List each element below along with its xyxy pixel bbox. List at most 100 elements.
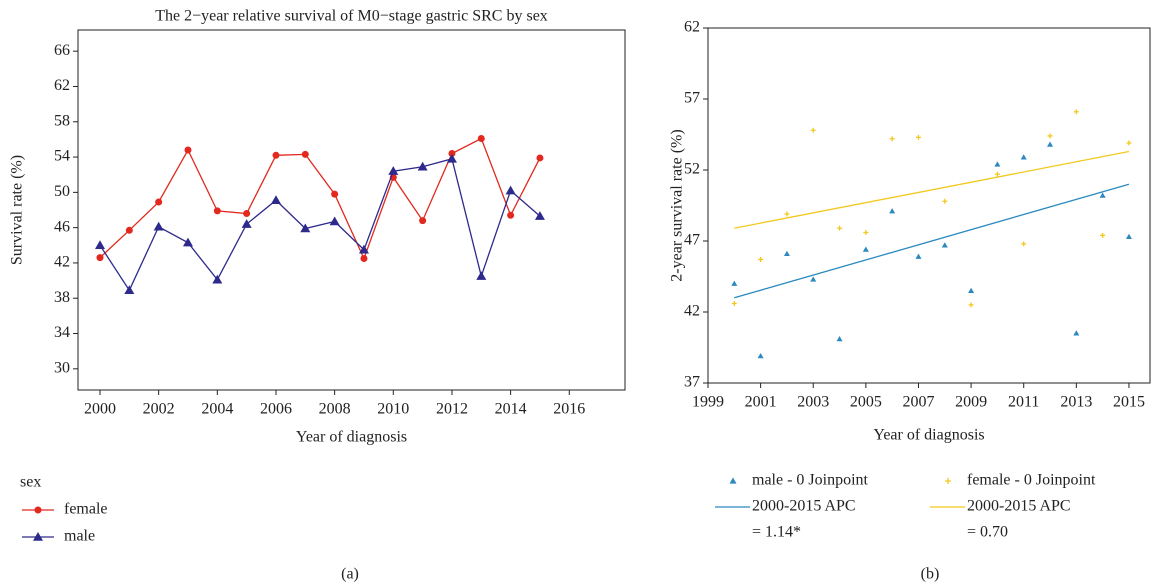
y-tick-label: 54 bbox=[54, 148, 70, 165]
legend-title: sex bbox=[20, 474, 41, 491]
point bbox=[915, 134, 921, 140]
point bbox=[446, 153, 457, 163]
point bbox=[757, 353, 764, 359]
line-series bbox=[99, 158, 541, 292]
point bbox=[1125, 233, 1132, 239]
point bbox=[272, 151, 280, 159]
point bbox=[968, 302, 974, 308]
point bbox=[300, 223, 311, 233]
x-tick-label: 1999 bbox=[692, 394, 724, 411]
legend-label: 2000-2015 APC bbox=[752, 498, 856, 515]
point bbox=[536, 154, 544, 162]
point bbox=[837, 225, 843, 231]
y-axis-label: 2-year survival rate (%) bbox=[669, 129, 686, 281]
point bbox=[241, 219, 252, 228]
legend-label: = 0.70 bbox=[967, 524, 1008, 541]
point bbox=[534, 211, 545, 220]
point bbox=[994, 161, 1001, 167]
y-tick-label: 34 bbox=[54, 324, 70, 341]
x-axis-label: Year of diagnosis bbox=[296, 429, 407, 446]
point bbox=[301, 150, 309, 158]
point bbox=[476, 271, 487, 280]
x-tick-label: 2012 bbox=[436, 401, 468, 418]
x-tick-label: 2015 bbox=[1113, 394, 1145, 411]
x-tick-label: 2013 bbox=[1060, 394, 1092, 411]
plot-frame bbox=[77, 29, 626, 391]
point bbox=[417, 161, 428, 171]
x-tick-label: 2000 bbox=[84, 401, 116, 418]
x-tick-label: 2006 bbox=[260, 401, 292, 418]
point bbox=[243, 210, 251, 218]
y-tick-label: 62 bbox=[684, 19, 700, 36]
point bbox=[419, 217, 427, 225]
y-axis-label: Survival rate (%) bbox=[9, 155, 26, 265]
point bbox=[388, 166, 399, 175]
point bbox=[945, 478, 951, 484]
point bbox=[783, 250, 790, 257]
line-series bbox=[99, 137, 541, 261]
point bbox=[1100, 232, 1106, 238]
point bbox=[810, 276, 817, 282]
point bbox=[184, 146, 192, 154]
y-tick-label: 50 bbox=[54, 183, 70, 200]
point bbox=[994, 171, 1000, 177]
panel-label: (a) bbox=[341, 566, 359, 583]
x-tick-label: 2007 bbox=[902, 394, 934, 411]
point bbox=[836, 335, 843, 342]
y-tick-label: 37 bbox=[684, 374, 700, 391]
point bbox=[34, 506, 42, 514]
y-tick-label: 57 bbox=[684, 90, 700, 107]
point bbox=[213, 207, 221, 215]
point bbox=[915, 253, 922, 259]
point bbox=[94, 240, 105, 250]
x-tick-label: 2003 bbox=[797, 394, 829, 411]
point bbox=[270, 195, 281, 205]
y-tick-label: 30 bbox=[54, 359, 70, 376]
y-tick-label: 42 bbox=[54, 254, 70, 271]
point bbox=[125, 226, 133, 234]
point bbox=[1073, 109, 1079, 115]
point bbox=[153, 221, 164, 231]
point bbox=[889, 136, 895, 142]
x-tick-label: 2010 bbox=[377, 401, 409, 418]
x-tick-label: 2009 bbox=[955, 394, 987, 411]
point bbox=[1126, 140, 1132, 146]
point bbox=[1073, 330, 1080, 336]
point bbox=[212, 274, 223, 284]
legend-label: male - 0 Joinpoint bbox=[752, 472, 869, 489]
point bbox=[96, 254, 104, 262]
point bbox=[731, 280, 738, 286]
x-tick-label: 2005 bbox=[850, 394, 882, 411]
x-tick-label: 2001 bbox=[745, 394, 777, 411]
point bbox=[155, 198, 163, 206]
x-tick-label: 2004 bbox=[201, 401, 233, 418]
point bbox=[1021, 241, 1027, 247]
point bbox=[862, 246, 869, 252]
fit-line bbox=[734, 183, 1130, 299]
point bbox=[863, 229, 869, 235]
y-tick-label: 58 bbox=[54, 112, 70, 129]
panel-label: (b) bbox=[921, 566, 940, 583]
x-axis-label: Year of diagnosis bbox=[873, 427, 984, 444]
y-tick-label: 62 bbox=[54, 77, 70, 94]
y-tick-label: 38 bbox=[54, 289, 70, 306]
point bbox=[968, 287, 975, 293]
point bbox=[729, 477, 737, 484]
point bbox=[810, 127, 816, 133]
point bbox=[507, 211, 515, 219]
point bbox=[784, 211, 790, 217]
point bbox=[182, 237, 193, 247]
point bbox=[1020, 154, 1027, 160]
point bbox=[942, 198, 948, 204]
y-tick-label: 66 bbox=[54, 42, 70, 59]
point bbox=[329, 216, 340, 226]
chart-title: The 2−year relative survival of M0−stage… bbox=[155, 8, 548, 25]
point bbox=[758, 256, 764, 262]
y-tick-label: 47 bbox=[684, 232, 700, 249]
point bbox=[331, 190, 339, 198]
point bbox=[360, 255, 368, 263]
point bbox=[731, 300, 737, 306]
x-tick-label: 2008 bbox=[319, 401, 351, 418]
